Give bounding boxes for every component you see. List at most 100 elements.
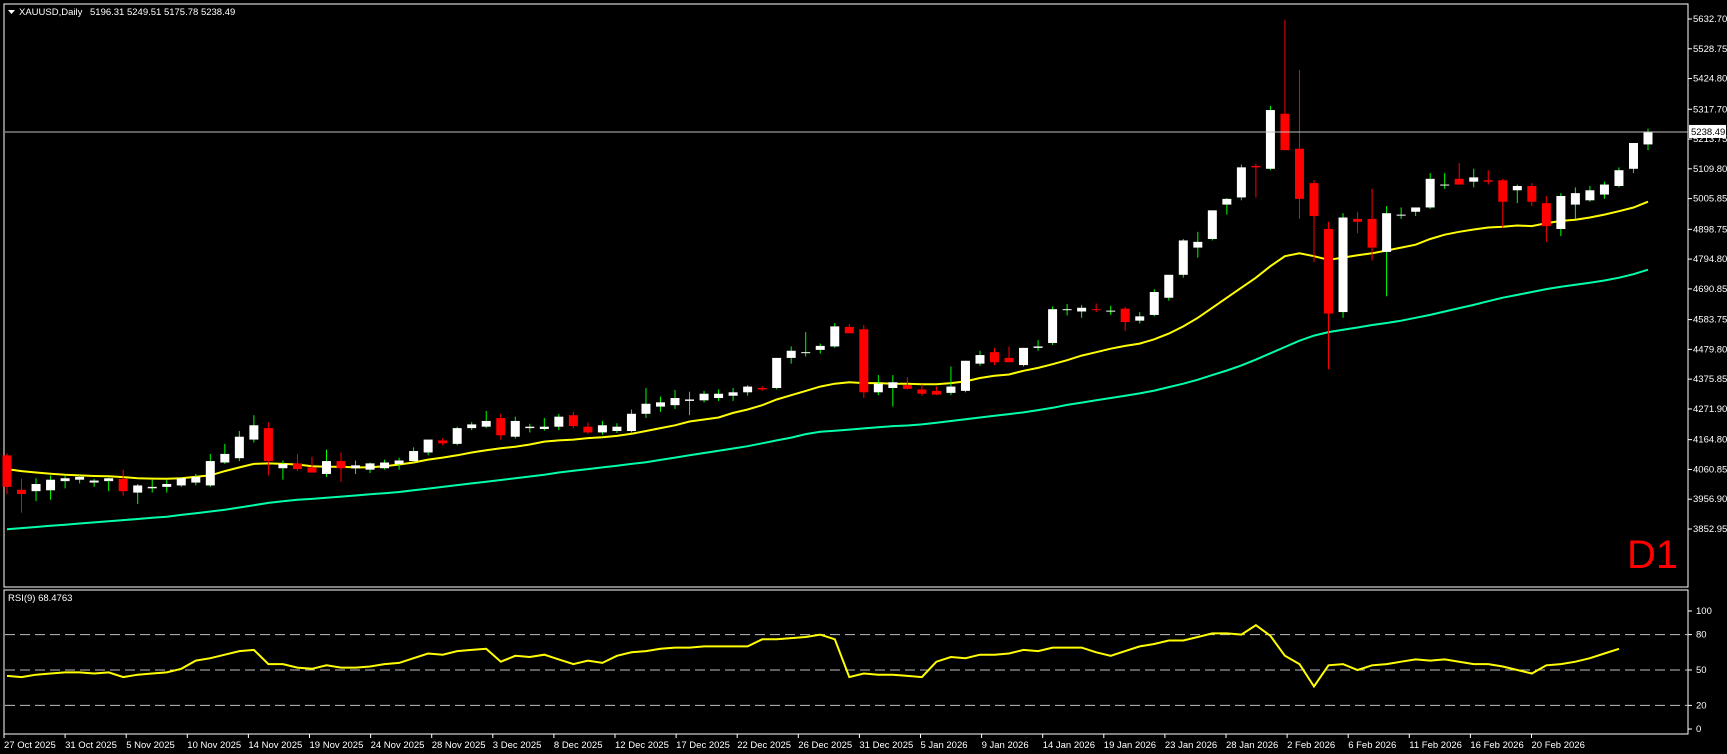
candle-body <box>1498 180 1508 202</box>
candle-body <box>597 425 607 433</box>
price-tick-label: 3956.90 <box>1693 494 1727 505</box>
candle-body <box>990 352 1000 363</box>
candle-body <box>844 326 854 334</box>
bull-candle <box>31 478 41 502</box>
candle-body <box>162 483 172 487</box>
bull-candle <box>481 410 491 429</box>
bull-candle <box>1570 187 1580 219</box>
bull-candle <box>873 375 883 396</box>
date-tick-label: 20 Feb 2026 <box>1532 740 1585 751</box>
candle-body <box>1556 196 1566 229</box>
bear-candle <box>1309 180 1319 262</box>
ohlc-readout: 5196.31 5249.51 5175.78 5238.49 <box>90 7 235 18</box>
candle-body <box>1440 184 1450 186</box>
bull-candle <box>249 415 259 443</box>
candles <box>2 19 1653 513</box>
candle-body <box>278 463 288 469</box>
bear-candle <box>336 452 346 482</box>
price-tick-label: 4690.85 <box>1693 284 1727 295</box>
candle-body <box>554 416 564 427</box>
candle-body <box>1425 178 1435 208</box>
candle-body <box>1324 228 1334 314</box>
date-tick-label: 19 Jan 2026 <box>1104 740 1156 751</box>
bull-candle <box>191 473 201 486</box>
candle-body <box>336 461 346 469</box>
price-tick-label: 5109.80 <box>1693 164 1727 175</box>
bear-candle <box>583 422 593 434</box>
bull-candle <box>626 409 636 433</box>
bear-candle <box>990 347 1000 366</box>
candle-body <box>394 460 404 464</box>
bear-candle <box>844 324 854 334</box>
candle-body <box>801 352 811 354</box>
bear-candle <box>1294 69 1304 219</box>
rsi-tick-label: 20 <box>1696 700 1707 711</box>
candle-body <box>191 476 201 483</box>
candle-body <box>220 453 230 463</box>
candle-body <box>539 426 549 429</box>
ma-fast-polyline <box>6 200 1649 480</box>
dropdown-triangle-icon[interactable] <box>8 10 15 14</box>
rsi-axis: 100 80 50 20 0 <box>1688 606 1712 735</box>
candle-body <box>1585 190 1595 201</box>
candle-body <box>89 480 99 483</box>
rsi-tick-label: 80 <box>1696 630 1707 641</box>
candle-body <box>307 467 317 473</box>
candle-body <box>743 386 753 393</box>
price-tick-label: 4898.75 <box>1693 224 1727 235</box>
date-tick-label: 27 Oct 2025 <box>4 740 56 751</box>
candle-body <box>147 486 157 489</box>
candle-body <box>17 489 27 495</box>
date-tick-label: 14 Nov 2025 <box>248 740 302 751</box>
bull-candle <box>699 390 709 403</box>
bull-candle <box>714 389 724 401</box>
bear-candle <box>931 386 941 396</box>
candle-body <box>641 403 651 414</box>
bear-candle <box>1454 163 1464 185</box>
bull-candle <box>1556 193 1566 237</box>
bull-candle <box>1222 198 1232 215</box>
price-tick-label: 5632.70 <box>1693 14 1727 25</box>
candle-body <box>380 462 390 469</box>
price-tick-label: 4794.80 <box>1693 254 1727 265</box>
candle-body <box>321 461 331 474</box>
bull-candle <box>801 332 811 357</box>
candle-body <box>699 393 709 401</box>
candle-body <box>902 385 912 389</box>
candle-body <box>351 465 361 469</box>
candle-body <box>1265 110 1275 169</box>
candle-body <box>1353 218 1363 222</box>
bear-candle <box>1483 170 1493 185</box>
candle-body <box>931 390 941 395</box>
candle-body <box>1062 309 1072 311</box>
bull-candle <box>960 360 970 393</box>
price-tick-label: 4271.90 <box>1693 404 1727 415</box>
candle-body <box>772 357 782 388</box>
bear-candle <box>568 411 578 429</box>
bull-candle <box>1236 164 1246 201</box>
date-tick-label: 24 Nov 2025 <box>371 740 425 751</box>
timeframe-badge: D1 <box>1627 533 1678 577</box>
bear-candle <box>902 377 912 390</box>
candle-body <box>1149 292 1159 315</box>
bull-candle <box>1149 289 1159 317</box>
current-price-label: 5238.49 <box>1691 127 1725 138</box>
bull-candle <box>467 422 477 431</box>
candle-body <box>1411 207 1421 212</box>
bull-candle <box>510 416 520 439</box>
price-tick-label: 4375.85 <box>1693 374 1727 385</box>
candle-body <box>612 426 622 431</box>
bull-candle <box>1469 168 1479 188</box>
bear-candle <box>263 422 273 476</box>
bull-candle <box>597 420 607 435</box>
price-axis: 5632.70 5528.75 5424.80 5317.70 5213.75 5109.… <box>1688 14 1727 535</box>
bull-candle <box>220 443 230 464</box>
candle-body <box>438 440 448 444</box>
bull-candle <box>380 459 390 470</box>
date-tick-label: 6 Feb 2026 <box>1348 740 1396 751</box>
bull-candle <box>1614 167 1624 188</box>
bull-candle <box>1411 207 1421 217</box>
date-tick-label: 5 Jan 2026 <box>921 740 968 751</box>
candle-body <box>409 451 419 462</box>
